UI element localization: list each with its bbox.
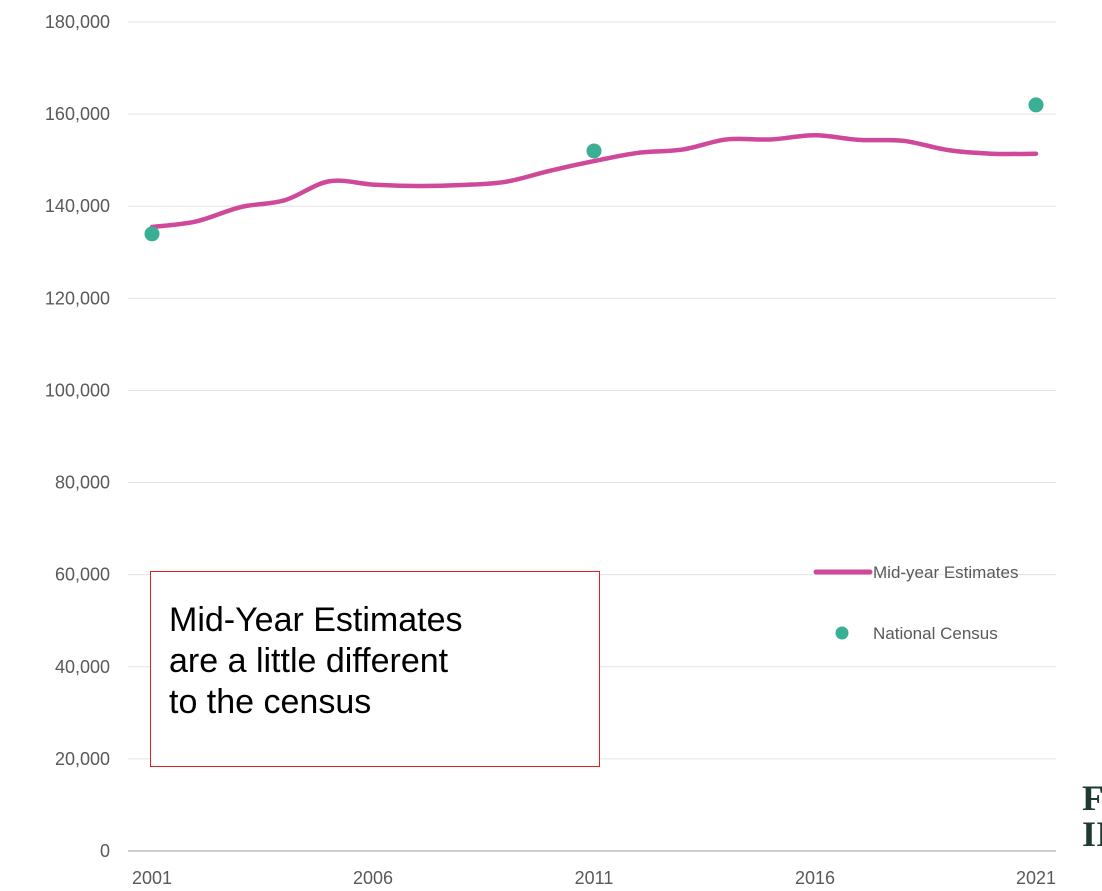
y-tick-label: 100,000 <box>45 380 110 400</box>
y-tick-label: 60,000 <box>55 565 110 585</box>
legend-mid-year-label: Mid-year Estimates <box>873 563 1018 582</box>
x-tick-label: 2006 <box>353 868 393 888</box>
x-tick-label: 2021 <box>1016 868 1056 888</box>
census-point <box>144 226 160 242</box>
x-tick-label: 2011 <box>575 868 614 888</box>
series-layer <box>144 97 1044 242</box>
annotation-box: Mid-Year Estimates are a little differen… <box>150 571 600 767</box>
series-line-mid-year-estimates <box>149 133 1039 230</box>
y-tick-label: 40,000 <box>55 657 110 677</box>
census-point <box>586 143 602 159</box>
legend-census-label: National Census <box>873 624 998 643</box>
annotation-line: Mid-Year Estimates <box>169 601 463 639</box>
y-tick-label: 140,000 <box>45 196 110 216</box>
partial-logo-text: F II <box>1082 780 1102 850</box>
legend: Mid-year Estimates National Census <box>813 563 1018 643</box>
y-tick-label: 0 <box>100 841 110 861</box>
annotation-line: to the census <box>169 683 372 721</box>
y-tick-label: 180,000 <box>45 12 110 32</box>
y-tick-label: 120,000 <box>45 288 110 308</box>
legend-census-swatch <box>835 626 849 640</box>
y-tick-label: 160,000 <box>45 104 110 124</box>
y-tick-label: 80,000 <box>55 473 110 493</box>
annotation-line: are a little different <box>169 642 449 680</box>
x-tick-label: 2001 <box>132 868 172 888</box>
census-point <box>1028 97 1044 113</box>
x-axis-ticks: 2001 2006 2011 2016 2021 <box>132 868 1056 888</box>
y-axis-ticks: 0 20,000 40,000 60,000 80,000 100,000 120,000 1… <box>45 12 110 861</box>
x-tick-label: 2016 <box>795 868 835 888</box>
y-tick-label: 20,000 <box>55 749 110 769</box>
